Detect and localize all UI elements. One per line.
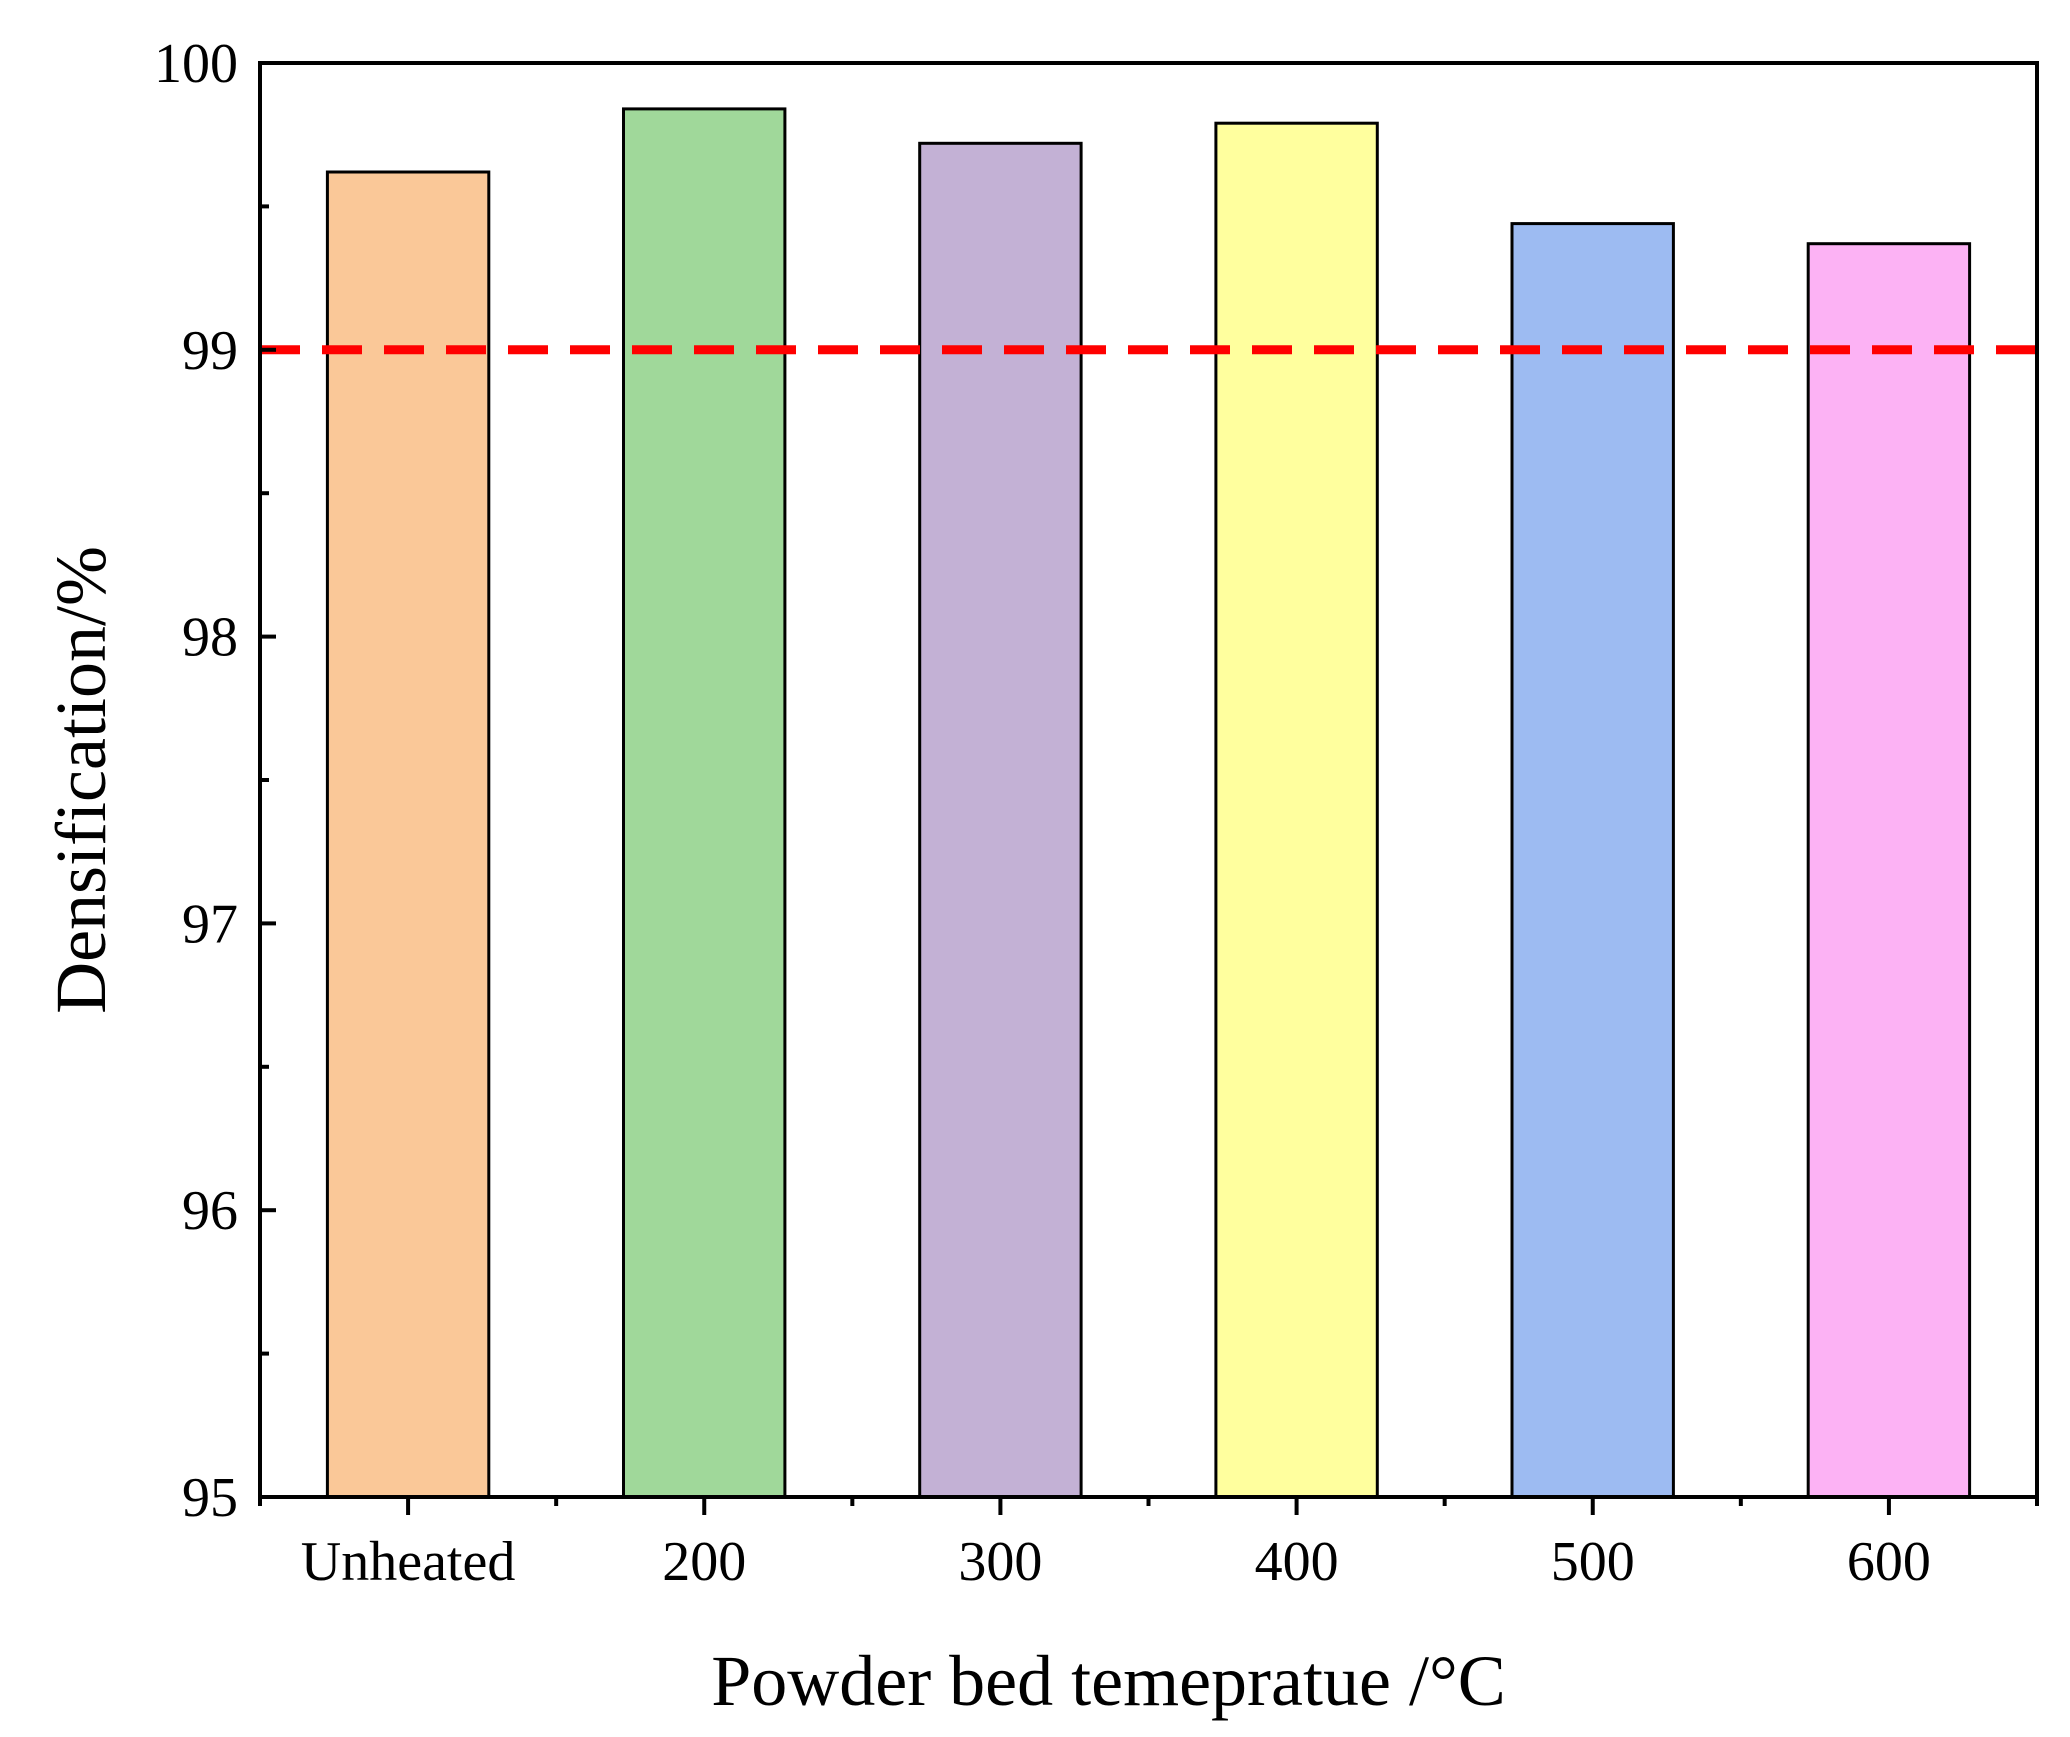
bar-300	[918, 141, 1083, 1499]
x-tick-label-600: 600	[1847, 1531, 1931, 1593]
bars-group	[325, 107, 1972, 1499]
y-tick-label: 95	[182, 1467, 238, 1529]
bar-400	[1214, 121, 1379, 1499]
bar-600	[1806, 242, 1972, 1499]
x-tick-label-300: 300	[958, 1531, 1042, 1593]
bar-unheated	[325, 170, 491, 1499]
y-tick-label: 97	[182, 893, 238, 955]
y-axis-title: Densification/%	[41, 546, 121, 1014]
y-tick-label: 98	[182, 607, 238, 669]
y-tick-label: 99	[182, 320, 238, 382]
x-axis-ticks: Unheated 200 300 400 500 600	[258, 1497, 2039, 1593]
bar-200	[622, 107, 787, 1499]
x-axis-title: Powder bed temepratue /°C	[711, 1641, 1506, 1721]
x-tick-label-200: 200	[662, 1531, 746, 1593]
plot-frame	[258, 61, 2039, 1499]
y-tick-label: 100	[154, 33, 238, 95]
y-axis-ticks: 95 96 97 98 99 100	[154, 33, 276, 1529]
x-tick-label-unheated: Unheated	[301, 1531, 516, 1593]
bar-500	[1510, 222, 1675, 1499]
x-tick-label-500: 500	[1551, 1531, 1635, 1593]
x-tick-label-400: 400	[1255, 1531, 1339, 1593]
y-tick-label: 96	[182, 1180, 238, 1242]
